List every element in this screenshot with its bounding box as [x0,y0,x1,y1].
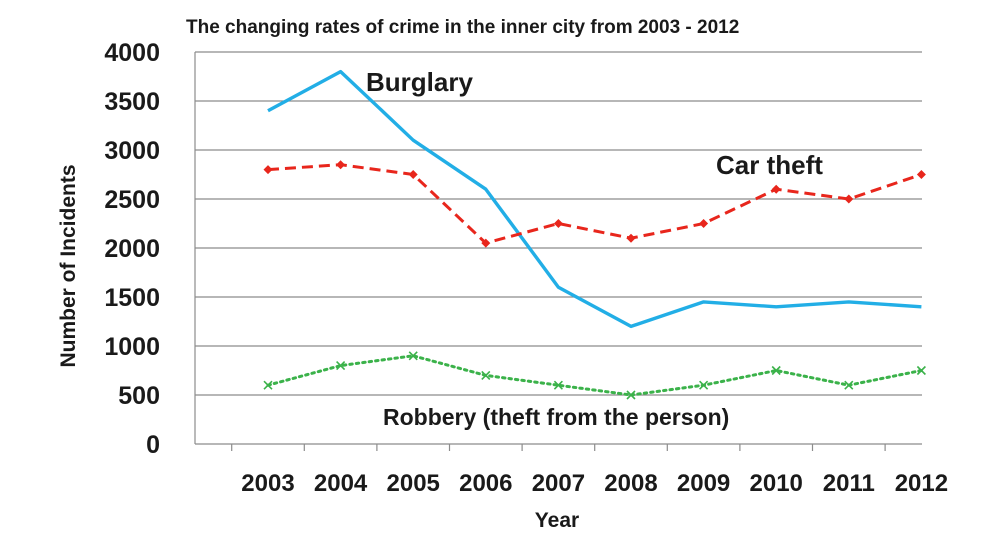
y-tick-label: 0 [146,431,160,459]
y-tick-label: 1000 [104,333,160,361]
x-tick-label: 2006 [459,470,512,497]
x-tick-label: 2010 [750,470,803,497]
axes [194,52,922,451]
x-tick-label: 2008 [604,470,657,497]
x-axis-label: Year [535,509,579,532]
data-point [699,380,709,390]
series-group [263,69,926,400]
data-point [844,380,854,390]
data-point [553,219,563,228]
x-tick-label: 2012 [895,470,948,497]
data-point [336,361,346,371]
data-point [408,170,418,179]
x-tick-label: 2004 [314,470,368,497]
y-tick-labels: 0 500 1000 1500 2000 2500 3000 3500 4000 [104,39,160,459]
series-2 [263,351,926,400]
y-tick-label: 2500 [104,186,160,214]
series-label: Robbery (theft from the person) [383,404,729,430]
data-point [481,370,491,380]
data-point [263,380,273,390]
series-line [267,163,922,245]
series-1 [263,160,926,248]
y-tick-label: 500 [118,382,160,410]
data-point [771,365,781,376]
chart-title: The changing rates of crime in the inner… [186,17,739,38]
data-point [916,365,926,376]
x-tick-label: 2009 [677,470,730,497]
data-point [626,233,636,243]
grid [195,51,922,396]
y-tick-label: 3500 [104,88,160,116]
series-label: Burglary [366,67,473,97]
series-line [267,69,922,329]
series-line [266,354,923,397]
y-tick-label: 2000 [104,235,160,263]
data-point [771,184,781,194]
y-tick-label: 3000 [104,137,160,165]
x-tick-label: 2011 [823,470,875,497]
data-point [336,160,346,170]
data-point [481,238,491,248]
series-labels: Burglary Car theft Robbery (theft from the… [366,67,823,430]
data-point [408,351,418,361]
y-tick-label: 4000 [104,39,160,67]
data-point [263,165,273,175]
x-tick-label: 2007 [532,470,585,497]
y-tick-label: 1500 [104,284,160,312]
x-tick-label: 2003 [241,470,294,497]
data-point [844,194,854,204]
x-tick-labels: 2003 2004 2005 2006 2007 2008 2009 2010 2011 2012 [241,470,948,497]
data-point [626,390,636,400]
data-point [553,380,563,390]
data-point [699,219,709,228]
data-point [916,170,926,179]
y-axis-label: Number of Incidents [57,164,80,367]
x-tick-label: 2005 [387,470,440,497]
series-0 [267,69,922,329]
series-label: Car theft [716,150,823,180]
